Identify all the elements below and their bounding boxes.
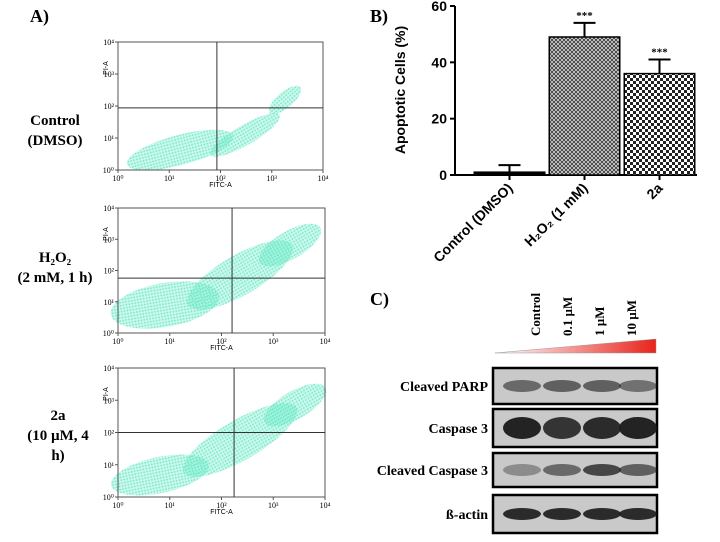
x-tick-label: 10² [215,174,226,183]
x-tick-label: H₂O₂ (1 mM) [521,180,591,250]
x-tick-label: 10⁴ [320,337,331,346]
y-tick-label: 10⁰ [103,329,114,338]
y-tick-label: 10⁰ [103,493,114,502]
x-tick-label: 10³ [268,501,279,510]
bar [623,72,696,176]
y-tick-label: 10³ [104,235,115,244]
row-label: Control [30,113,80,129]
blot-band [583,464,621,476]
blot-band [503,508,541,520]
panel-label: A) [30,6,49,27]
blot-band [619,464,657,476]
y-tick-label: 10³ [104,70,115,79]
row-label: Cleaved PARP [400,380,488,395]
row-label: ß-actin [446,508,488,523]
blot-band [503,380,541,392]
row-label: H₂O₂ [39,250,72,266]
blot-band [543,508,581,520]
significance: *** [651,47,668,59]
lane-label: 1 µM [592,306,607,336]
y-axis-label: PI-A [103,227,110,241]
event-cloud [210,113,280,157]
x-axis-label: FITC-A [210,345,233,352]
y-tick-label: 10² [104,429,115,438]
x-tick-label: 10⁰ [112,337,123,346]
row-label: Caspase 3 [428,422,488,437]
y-tick-label: 10⁴ [103,204,114,213]
blot-band [543,380,581,392]
row-label: h) [51,448,64,464]
row-label: (DMSO) [28,133,83,149]
x-tick-label: 10¹ [165,501,176,510]
blot-band [619,508,657,520]
blot-band [543,417,581,439]
concentration-wedge [494,338,657,354]
y-tick-label: 10⁴ [103,364,114,373]
x-tick-label: 10³ [268,337,279,346]
y-tick-label: 10³ [104,396,115,405]
x-axis-label: FITC-A [209,182,232,189]
error-bar [648,58,671,74]
x-tick-label: 10¹ [165,337,176,346]
x-tick-label: 10⁴ [320,501,331,510]
blot-band [619,417,657,439]
row-label: (10 µM, 4 [27,428,89,444]
lane-label: 0.1 µM [560,297,575,336]
lane-label: 10 µM [624,300,639,336]
blot-band [503,417,541,439]
row-label: 2a [51,408,67,424]
y-tick-label: 10¹ [104,134,115,143]
x-tick-label: 10² [216,501,227,510]
y-axis-label: PI-A [103,61,110,75]
lane-label: Control [528,293,543,336]
blot-band [583,380,621,392]
x-tick-label: 10¹ [164,174,175,183]
y-tick-label: 40 [431,54,447,70]
x-tick-label: 10² [216,337,227,346]
blot-band [503,464,541,476]
error-bar [498,164,521,173]
y-tick-label: 10⁰ [103,166,114,175]
bar [548,36,621,176]
y-tick-label: 10⁴ [103,38,114,47]
x-tick-label: 10⁰ [112,501,123,510]
panel-label: C) [370,289,389,310]
x-tick-label: 10⁴ [318,174,329,183]
y-axis-label: Apoptotic Cells (%) [392,26,408,154]
y-tick-label: 0 [439,167,447,183]
x-tick-label: 10³ [267,174,278,183]
x-tick-label: 2a [643,180,665,202]
blot-band [543,464,581,476]
y-tick-label: 10² [104,102,115,111]
y-tick-label: 10¹ [104,298,115,307]
y-tick-label: 20 [431,111,447,127]
y-tick-label: 60 [431,0,447,14]
blot-band [583,508,621,520]
blot-band [619,380,657,392]
event-cloud [258,223,322,267]
row-label: (2 mM, 1 h) [18,270,93,286]
panel-label: B) [370,6,388,27]
blot-band [583,417,621,439]
y-tick-label: 10¹ [104,461,115,470]
event-cloud [263,383,327,427]
event-cloud [126,129,234,171]
y-axis-label: PI-A [103,387,110,401]
row-label: Cleaved Caspase 3 [377,464,488,479]
error-bar [573,21,596,37]
x-tick-label: Control (DMSO) [430,180,516,266]
y-tick-label: 10² [104,267,115,276]
x-tick-label: 10⁰ [112,174,123,183]
bar [473,171,546,176]
significance: *** [576,10,593,22]
event-cloud [268,85,302,115]
x-axis-label: FITC-A [210,509,233,516]
